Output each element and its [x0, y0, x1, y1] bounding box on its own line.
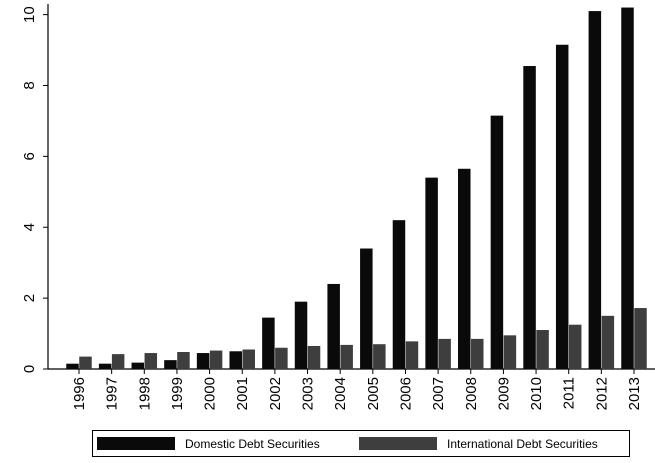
bar-international — [79, 356, 92, 369]
bar-international — [405, 341, 419, 369]
bar-domestic — [98, 363, 112, 369]
x-tick-label: 2004 — [332, 377, 349, 410]
bar-international — [601, 315, 615, 369]
legend-label-international: International Debt Securities — [447, 436, 598, 451]
x-tick-label: 1996 — [71, 377, 88, 410]
bar-domestic — [262, 317, 275, 369]
bar-domestic — [327, 283, 340, 369]
bar-domestic — [523, 66, 536, 370]
x-tick-label: 2002 — [267, 377, 284, 410]
legend-label-domestic: Domestic Debt Securities — [185, 436, 320, 451]
bar-international — [568, 324, 582, 369]
bar-international — [144, 353, 158, 369]
bar-international — [275, 347, 288, 369]
x-tick-label: 2013 — [626, 377, 643, 410]
y-tick-label: 2 — [21, 294, 38, 302]
bar-international — [438, 338, 451, 369]
bar-domestic — [490, 115, 504, 369]
y-tick-label: 0 — [21, 365, 38, 373]
x-tick-label: 2012 — [593, 377, 610, 410]
bar-international — [242, 349, 255, 369]
bar-international — [536, 330, 549, 369]
bar-domestic — [392, 220, 406, 369]
y-tick-label: 8 — [21, 81, 38, 89]
bar-international — [503, 335, 517, 369]
bar-international — [209, 350, 223, 369]
bar-domestic — [458, 168, 471, 369]
bar-international — [307, 345, 321, 369]
bar-domestic — [131, 362, 145, 369]
x-tick-label: 2011 — [561, 377, 578, 409]
y-tick-label: 6 — [21, 152, 38, 160]
bar-international — [471, 338, 484, 369]
bar-international — [340, 344, 353, 369]
legend-swatch-international — [359, 437, 437, 450]
bar-domestic — [66, 363, 79, 369]
bar-domestic — [294, 301, 308, 369]
y-tick-label: 10 — [21, 6, 38, 23]
x-tick-label: 2001 — [234, 377, 251, 410]
x-tick-label: 2009 — [495, 377, 512, 410]
x-tick-label: 2003 — [300, 377, 317, 410]
x-tick-label: 2010 — [528, 377, 545, 410]
legend-swatch-domestic — [97, 437, 175, 450]
bar-international — [634, 308, 647, 369]
legend-item-international: International Debt Securities — [359, 431, 598, 456]
x-tick-label: 2005 — [365, 377, 382, 410]
x-axis-ticks: 1996 1997 1998 1999 2000 2001 2002 2003 2004 2005… — [71, 369, 643, 410]
bar-domestic — [164, 360, 177, 369]
bar-international — [373, 344, 386, 369]
y-tick-label: 4 — [21, 223, 38, 231]
x-tick-label: 1999 — [169, 377, 186, 410]
y-axis-ticks: 0 2 4 6 8 10 — [21, 6, 48, 373]
x-tick-label: 2007 — [430, 377, 447, 410]
bar-domestic — [196, 353, 210, 369]
x-tick-label: 2008 — [463, 377, 480, 410]
bar-domestic — [555, 44, 569, 369]
bar-domestic — [588, 11, 602, 370]
bar-domestic — [360, 248, 373, 369]
x-tick-label: 1997 — [104, 377, 121, 410]
legend-item-domestic: Domestic Debt Securities — [97, 431, 320, 456]
x-tick-label: 1998 — [136, 377, 153, 410]
bar-domestic — [425, 177, 438, 369]
bar-international — [177, 351, 190, 369]
bar-domestic — [621, 7, 634, 369]
x-tick-label: 2006 — [397, 377, 414, 410]
bars — [66, 7, 647, 370]
x-tick-label: 2000 — [202, 377, 219, 410]
bar-domestic — [229, 351, 242, 369]
bar-international — [111, 354, 125, 369]
legend: Domestic Debt Securities International D… — [92, 430, 630, 457]
